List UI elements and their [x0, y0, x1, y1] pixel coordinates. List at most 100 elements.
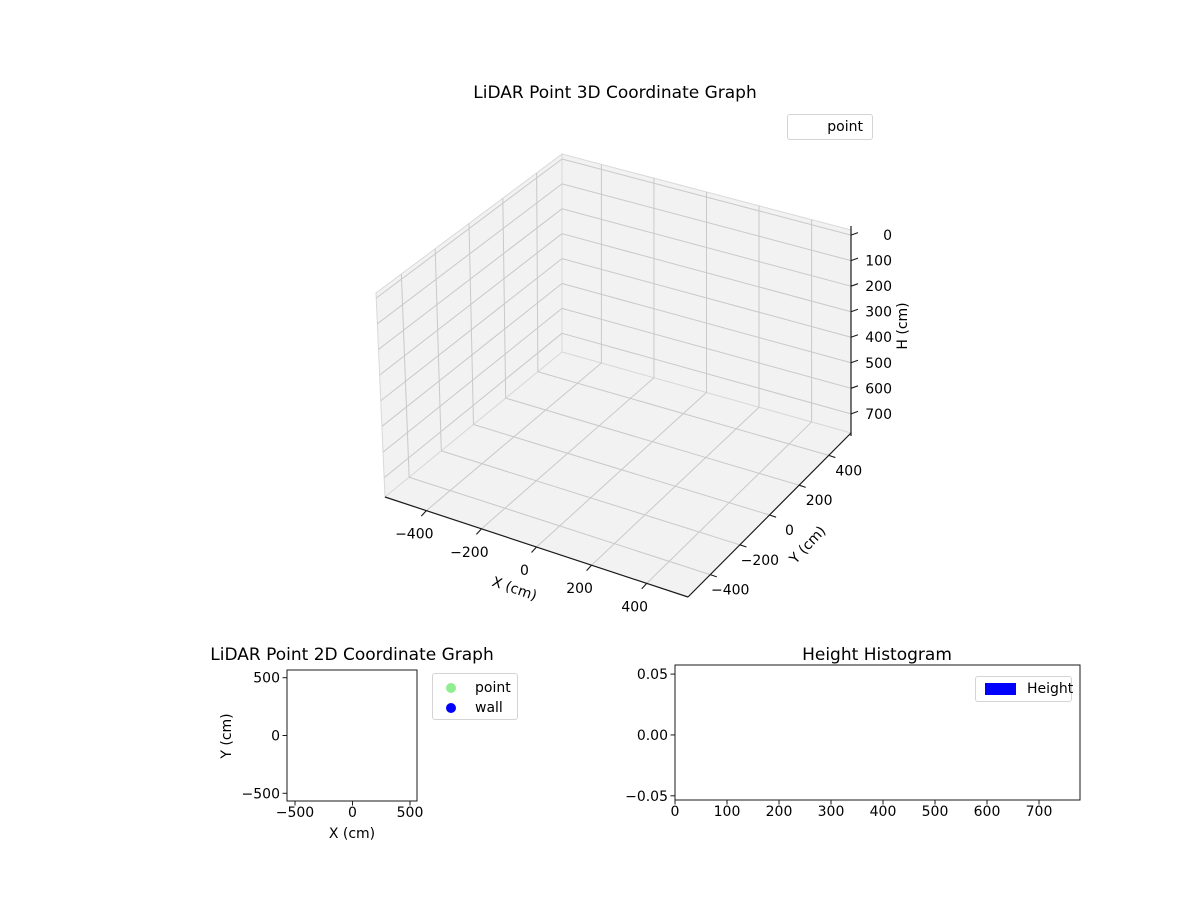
histogram-axes: 0 100 200 300 400 500 600 700 −0.05 0.00 0.05: [625, 664, 1081, 820]
z-gridline-left-wall: [381, 283, 563, 427]
z-tick-label: 600: [865, 381, 892, 397]
x-tick-label: 200: [566, 581, 593, 597]
z-tick-label: 0: [883, 228, 892, 244]
x-tick-label: 200: [766, 804, 793, 820]
z-gridline-right-wall: [561, 283, 852, 364]
y-gridline-wall: [400, 274, 410, 478]
z-gridline-left-wall: [380, 258, 563, 402]
legend-label-height: Height: [1027, 681, 1074, 697]
x-tick: [420, 510, 427, 517]
x-axis-label: X (cm): [490, 574, 539, 604]
x-tick-label: −200: [450, 545, 488, 561]
x-tick-label: 0: [520, 563, 529, 579]
z-gridline-left-wall: [383, 332, 563, 479]
y-gridline-floor: [505, 397, 800, 486]
y-tick-label: −0.05: [625, 789, 668, 805]
y-gridline-floor: [537, 371, 829, 456]
z-tick-label: 700: [865, 407, 892, 423]
x-tick-label: 600: [974, 804, 1001, 820]
z-gridline-right-wall: [561, 332, 852, 415]
z-gridline-right-wall: [561, 307, 852, 389]
z-tick-label: 400: [865, 330, 892, 346]
height-bar-swatch: [985, 683, 1016, 695]
z-axis-label: H (cm): [895, 302, 911, 349]
z-tick: [850, 334, 859, 338]
plot3d-legend: point: [787, 114, 873, 140]
z-gridline-left-wall: [375, 158, 563, 299]
y-gridline-wall: [536, 172, 539, 372]
y-tick: [739, 544, 747, 548]
z-gridline-right-wall: [561, 258, 852, 338]
z-gridline-right-wall: [561, 183, 852, 262]
y-tick-label: 0: [785, 523, 794, 539]
y-axis-label: Y (cm): [219, 713, 235, 759]
z-tick: [850, 410, 859, 415]
y-tick: [798, 484, 806, 488]
z-tick-label: 100: [865, 254, 892, 270]
y-tick-label: 200: [806, 493, 833, 509]
x-tick-label: 500: [922, 804, 949, 820]
x-tick: [476, 528, 482, 535]
x-tick: [641, 582, 648, 590]
y-gridline-wall: [434, 248, 442, 451]
plot2d-title: LiDAR Point 2D Coordinate Graph: [210, 645, 494, 665]
legend-label-point: point: [475, 680, 511, 696]
z-gridline-left-wall: [379, 233, 563, 376]
histogram-axes-frame: [674, 664, 1081, 801]
z-gridline-right-wall: [561, 158, 852, 236]
legend-row-point: point: [433, 678, 517, 698]
z-tick: [850, 283, 859, 287]
y-tick-label: −200: [741, 553, 779, 569]
y-tick-label: 0: [271, 729, 280, 745]
y-tick-label: −400: [711, 583, 749, 599]
z-tick: [850, 232, 859, 236]
y-tick-label: 0.00: [637, 728, 668, 744]
wall-marker-swatch: [446, 703, 456, 713]
y-tick-label: 500: [253, 671, 280, 687]
y-tick: [710, 574, 718, 578]
legend-label-wall: wall: [475, 700, 503, 716]
z-tick: [850, 257, 859, 262]
x-tick-label: 0: [348, 805, 357, 821]
y-gridline-floor: [473, 424, 770, 516]
x-tick-label: 400: [870, 804, 897, 820]
y-tick-label: 0.05: [637, 667, 668, 683]
plot2d-axes: −500 0 500 −500 0 500 X (cm) Y (cm): [219, 669, 424, 842]
z-tick: [850, 308, 859, 313]
x-tick: [586, 564, 592, 572]
z-gridline-left-wall: [377, 183, 563, 325]
z-gridline-right-wall: [561, 208, 852, 287]
z-tick: [850, 385, 859, 389]
y-tick-label: 400: [835, 463, 862, 479]
x-tick-label: −500: [276, 805, 314, 821]
x-tick-label: 500: [397, 805, 424, 821]
plot2d-legend: point wall: [432, 673, 518, 720]
x-tick-label: 0: [671, 804, 680, 820]
x-tick-label: −400: [395, 527, 433, 543]
z-gridline-right-wall: [561, 233, 852, 313]
plot3d-grid: [375, 158, 852, 584]
z-tick: [850, 359, 859, 364]
z-tick-label: 200: [865, 279, 892, 295]
plot3d-axes: −400−2000200400−400−20002004000100200300…: [375, 153, 911, 615]
y-tick: [828, 454, 836, 459]
x-tick-label: 100: [714, 804, 741, 820]
x-axis-label: X (cm): [329, 826, 375, 842]
histogram-legend: Height: [975, 676, 1074, 702]
y-gridline-wall: [502, 198, 507, 399]
y-gridline-floor: [408, 476, 711, 576]
x-tick: [531, 546, 537, 553]
y-gridline-wall: [468, 223, 474, 425]
x-tick-label: 400: [621, 599, 648, 615]
point-marker-swatch: [446, 683, 456, 693]
x-tick-label: 700: [1026, 804, 1053, 820]
z-gridline-left-wall: [378, 208, 563, 350]
y-tick: [769, 514, 777, 518]
z-tick-label: 300: [865, 305, 892, 321]
legend-row-wall: wall: [433, 698, 517, 718]
y-tick-label: −500: [242, 786, 280, 802]
legend-label-point-3d: point: [827, 119, 863, 135]
x-tick-label: 300: [818, 804, 845, 820]
